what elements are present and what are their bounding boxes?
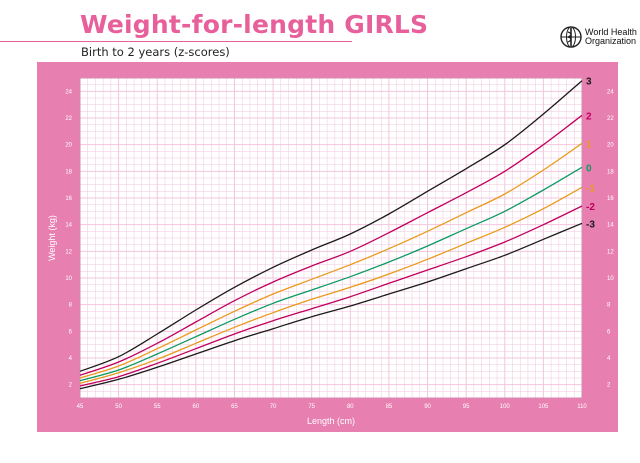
x-tick-label: 85 — [386, 404, 393, 410]
y-tick-label-left: 10 — [65, 276, 72, 282]
y-tick-label-left: 18 — [65, 169, 72, 175]
y-axis-title: Weight (kg) — [47, 215, 57, 261]
y-tick-label-right: 6 — [607, 329, 611, 335]
plot-border — [79, 77, 583, 399]
title-underline — [0, 41, 352, 42]
y-tick-label-right: 20 — [607, 143, 614, 149]
x-tick-label: 95 — [463, 404, 470, 410]
x-tick-label: 45 — [77, 404, 84, 410]
x-tick-label: 90 — [424, 404, 431, 410]
y-tick-label-left: 12 — [65, 249, 72, 255]
who-branding: World Health Organization — [560, 26, 637, 48]
x-tick-label: 100 — [500, 404, 511, 410]
series-line-z-1 — [79, 186, 583, 384]
x-tick-label: 80 — [347, 404, 354, 410]
y-tick-label-right: 16 — [607, 196, 614, 202]
chart-title: Weight-for-length GIRLS — [80, 10, 429, 39]
series-label-z3: 3 — [586, 77, 592, 88]
x-tick-label: 55 — [154, 404, 161, 410]
series-label-z-2: -2 — [586, 202, 595, 213]
y-tick-label-right: 14 — [607, 223, 614, 229]
org-name-line-2: Organization — [585, 36, 637, 46]
y-tick-label-left: 6 — [69, 329, 73, 335]
y-tick-label-left: 22 — [65, 116, 72, 122]
y-tick-label-right: 4 — [607, 356, 611, 362]
who-emblem-icon — [560, 26, 582, 48]
y-tick-label-left: 16 — [65, 196, 72, 202]
series-line-z3 — [79, 80, 583, 372]
series-line-z-2 — [79, 205, 583, 387]
x-tick-label: 70 — [270, 404, 277, 410]
y-tick-label-left: 24 — [65, 89, 72, 95]
y-tick-label-left: 2 — [69, 383, 73, 389]
series-line-z2 — [79, 114, 583, 376]
x-axis-title: Length (cm) — [307, 416, 355, 426]
x-tick-label: 110 — [577, 404, 587, 410]
y-tick-label-right: 10 — [607, 276, 614, 282]
x-tick-label: 75 — [308, 404, 315, 410]
y-tick-label-left: 8 — [69, 303, 73, 309]
series-label-z2: 2 — [586, 111, 592, 122]
chart-panel: 3 2 1 0 -1 -2 -3 45 50 55 60 65 70 75 80 85 90 95 100 105 11… — [37, 62, 618, 432]
series-label-z-1: -1 — [586, 183, 595, 194]
y-tick-label-left: 20 — [65, 143, 72, 149]
series-label-z-3: -3 — [586, 219, 595, 230]
x-tick-label: 50 — [115, 404, 122, 410]
series-line-z1 — [79, 142, 583, 379]
y-tick-label-right: 24 — [607, 89, 614, 95]
series-line-z-3 — [79, 222, 583, 390]
y-tick-label-right: 18 — [607, 169, 614, 175]
organization-name: World Health Organization — [585, 28, 637, 46]
y-tick-label-right: 12 — [607, 249, 614, 255]
y-tick-label-right: 8 — [607, 303, 611, 309]
y-tick-label-left: 4 — [69, 356, 73, 362]
series-label-z0: 0 — [586, 163, 592, 174]
x-tick-label: 65 — [231, 404, 238, 410]
x-tick-label: 60 — [193, 404, 200, 410]
y-tick-label-right: 2 — [607, 383, 611, 389]
org-name-line-1: World Health — [585, 27, 637, 37]
series-label-z1: 1 — [586, 139, 592, 150]
chart-subtitle: Birth to 2 years (z-scores) — [81, 45, 230, 59]
x-tick-label: 105 — [538, 404, 549, 410]
series-line-z0 — [79, 166, 583, 382]
y-tick-label-left: 14 — [65, 223, 72, 229]
y-tick-label-right: 22 — [607, 116, 614, 122]
